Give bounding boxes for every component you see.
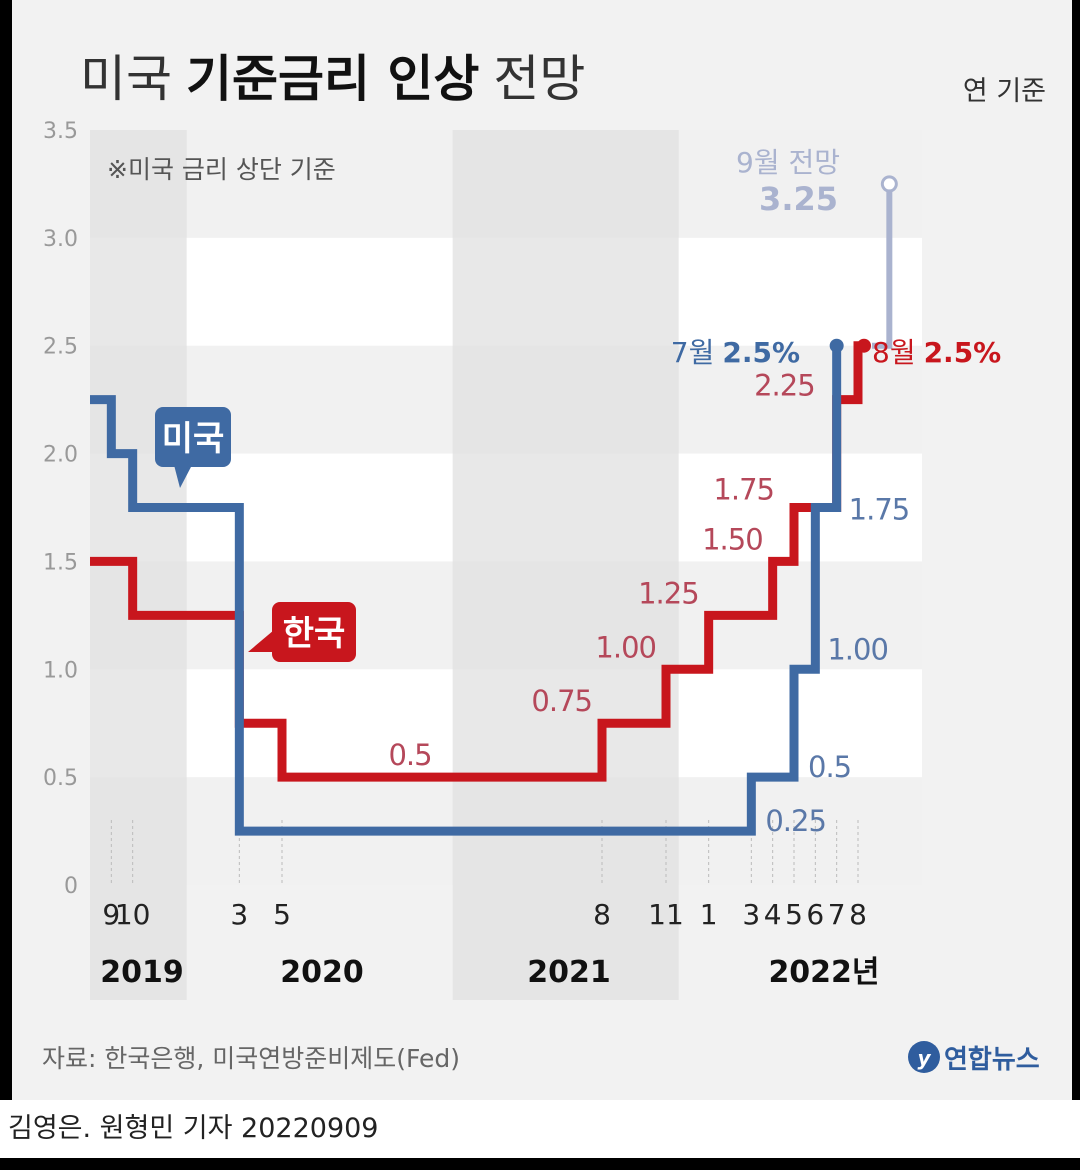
y-tick-label: 3.5 (43, 119, 78, 144)
month-guides (110, 820, 859, 885)
korea-bubble-label: 한국 (283, 614, 346, 654)
shade-2021 (452, 130, 679, 1000)
us-july-callout: 7월 2.5% (671, 336, 800, 369)
chart-note: ※미국 금리 상단 기준 (107, 155, 336, 184)
us-end-point (829, 338, 844, 353)
x-tick-label: 3 (230, 898, 248, 931)
x-tick-label: 7 (828, 898, 846, 931)
x-tick-label: 8 (849, 898, 867, 931)
series-layer (90, 175, 898, 836)
svg-text:y: y (917, 1046, 931, 1070)
y-axis: 0 0.5 1.0 1.5 2.0 2.5 3.0 3.5 (43, 119, 78, 899)
forecast-line (872, 183, 893, 349)
korea-value-label: 1.75 (713, 473, 774, 507)
us-bubble: 미국 (155, 407, 231, 488)
year-label: 2020 (280, 955, 364, 990)
x-tick-label: 8 (593, 898, 611, 931)
yonhap-logo: y 연합뉴스 (908, 1041, 1040, 1075)
y-tick-label: 2.0 (43, 443, 78, 468)
korea-bubble: 한국 (248, 602, 356, 662)
year-label: 2021 (527, 955, 611, 990)
x-tick-label: 6 (806, 898, 824, 931)
korea-value-label: 0.75 (531, 684, 592, 718)
forecast-label: 9월 전망 (736, 146, 840, 179)
y-tick-label: 0 (64, 874, 78, 899)
korea-value-label: 2.25 (754, 369, 815, 403)
y-tick-label: 1.0 (43, 658, 78, 683)
us-value-label: 1.75 (849, 493, 910, 527)
infographic-card: 미국 기준금리 인상 전망 연 기준 ※미국 금리 상단 기준 0 0.5 1.0 1.5… (12, 0, 1072, 1100)
bottom-strip (0, 1158, 1080, 1170)
source-text: 자료: 한국은행, 미국연방준비제도(Fed) (42, 1044, 460, 1073)
korea-value-label: 1.00 (595, 630, 656, 664)
us-line (90, 345, 842, 836)
x-tick-label: 3 (742, 898, 760, 931)
forecast-value: 3.25 (759, 180, 838, 218)
value-labels: 0.50.751.001.251.501.752.250.250.51.001.… (388, 369, 910, 838)
korea-aug-callout: 8월 2.5% (872, 336, 1001, 369)
us-value-label: 0.5 (808, 750, 851, 784)
unit-label: 연 기준 (963, 76, 1046, 107)
x-axis-years: 2019 2020 2021 2022년 (100, 955, 879, 990)
x-tick-label: 1 (700, 898, 718, 931)
y-tick-label: 3.0 (43, 227, 78, 252)
korea-value-label: 1.50 (702, 522, 763, 556)
y-tick-label: 1.5 (43, 550, 78, 575)
year-label: 2019 (100, 955, 184, 990)
x-tick-label: 11 (648, 898, 684, 931)
byline: 김영은. 원형민 기자 20220909 (0, 1100, 1080, 1158)
korea-end-point (857, 338, 871, 353)
rate-chart: 미국 기준금리 인상 전망 연 기준 ※미국 금리 상단 기준 0 0.5 1.0 1.5… (42, 50, 1046, 1075)
x-tick-label: 4 (764, 898, 782, 931)
forecast-point (880, 175, 898, 193)
x-tick-label: 9 (102, 898, 120, 931)
korea-value-label: 1.25 (638, 576, 699, 610)
us-value-label: 0.25 (765, 804, 826, 838)
year-label: 2022년 (768, 955, 879, 990)
us-value-label: 1.00 (827, 632, 888, 666)
korea-value-label: 0.5 (388, 738, 431, 772)
us-bubble-label: 미국 (162, 419, 225, 459)
x-axis-months: 910 3 5 8 11 1 3 4 5 6 7 8 (102, 898, 866, 931)
x-tick-label: 5 (785, 898, 803, 931)
chart-title: 미국 기준금리 인상 전망 (80, 50, 585, 108)
y-tick-label: 0.5 (43, 766, 78, 791)
x-tick-label: 5 (273, 898, 291, 931)
logo-text: 연합뉴스 (944, 1045, 1040, 1075)
y-tick-label: 2.5 (43, 335, 78, 360)
x-tick-label: 10 (115, 898, 151, 931)
